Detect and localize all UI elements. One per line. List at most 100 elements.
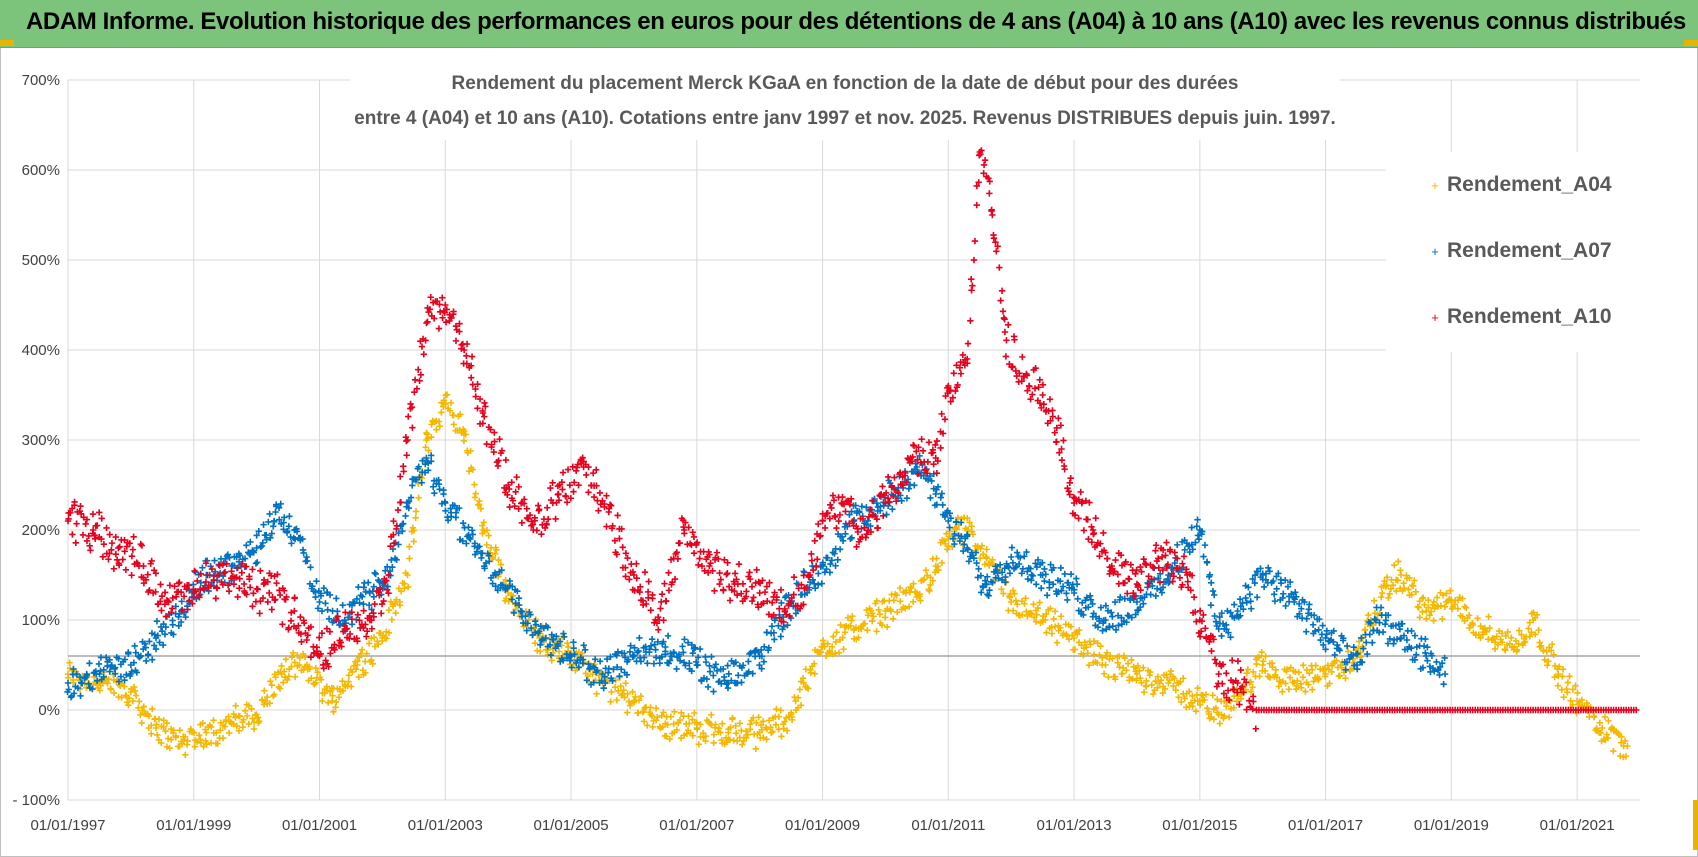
- a10-point: [1125, 575, 1133, 583]
- a10-point: [1039, 391, 1046, 399]
- a04-point: [964, 526, 972, 534]
- a04-point: [176, 727, 184, 734]
- a10-point: [342, 609, 349, 616]
- a07-point: [1236, 596, 1244, 603]
- a04-point: [1518, 631, 1525, 638]
- a04-point: [1528, 629, 1535, 636]
- a04-point: [796, 686, 804, 693]
- a10-point: [1152, 542, 1160, 549]
- a10-point: [1075, 515, 1082, 522]
- a04-point: [1532, 631, 1539, 638]
- a10-point: [766, 579, 773, 586]
- a07-point: [182, 613, 189, 621]
- a10-point: [1174, 565, 1182, 572]
- a04-point: [1216, 720, 1224, 727]
- a10-point: [924, 470, 931, 477]
- a10-point: [1009, 363, 1016, 370]
- a04-point: [1177, 678, 1184, 685]
- a07-point: [76, 673, 84, 681]
- a04-point: [1047, 605, 1054, 612]
- a10-point: [246, 584, 254, 591]
- a07-point: [536, 628, 543, 635]
- a04-point: [1090, 651, 1098, 658]
- a10-point: [128, 553, 136, 560]
- a04-point: [465, 468, 473, 475]
- a10-point: [266, 589, 273, 597]
- a07-point: [673, 665, 680, 673]
- a10-point: [334, 613, 341, 620]
- a07-point: [965, 558, 973, 565]
- a04-point: [832, 638, 839, 646]
- a07-point: [556, 638, 564, 645]
- a04-point: [717, 729, 724, 736]
- a10-point: [1211, 656, 1219, 663]
- a07-point: [1330, 638, 1337, 646]
- a10-point: [185, 582, 193, 589]
- a04-point: [980, 551, 987, 558]
- a10-point: [889, 492, 897, 500]
- a04-point: [271, 691, 278, 698]
- a07-point: [440, 486, 447, 494]
- a04-point: [254, 714, 262, 721]
- a10-point: [106, 550, 113, 557]
- a10-point: [1148, 576, 1155, 583]
- a04-point: [922, 567, 930, 574]
- a10-point: [92, 535, 99, 543]
- a10-point: [929, 446, 937, 454]
- a07-point: [858, 503, 866, 510]
- a10-point: [715, 555, 722, 563]
- a10-point: [148, 557, 155, 565]
- a07-point: [518, 608, 526, 615]
- a07-point: [544, 624, 551, 631]
- a07-point: [1296, 610, 1303, 618]
- a10-point: [283, 593, 290, 601]
- a10-point: [297, 630, 305, 638]
- a04-point: [775, 713, 783, 720]
- a04-point: [768, 729, 775, 737]
- a04-point: [1443, 590, 1450, 597]
- a10-point: [246, 576, 253, 583]
- a07-point: [1189, 546, 1196, 553]
- a10-point: [1133, 566, 1140, 574]
- a07-point: [1090, 610, 1097, 617]
- a07-point: [566, 657, 574, 664]
- a07-point: [106, 656, 113, 664]
- a07-point: [550, 636, 557, 643]
- a10-point: [733, 576, 740, 583]
- a10-point: [1237, 666, 1244, 674]
- a07-point: [609, 677, 616, 684]
- a10-point: [952, 387, 959, 395]
- a04-point: [164, 735, 172, 742]
- a10-point: [327, 650, 334, 657]
- a07-point: [1223, 626, 1230, 633]
- a04-point: [1454, 605, 1461, 612]
- a10-point: [599, 497, 606, 504]
- a10-point: [593, 482, 600, 489]
- a07-point: [316, 598, 323, 606]
- a07-point: [877, 503, 884, 510]
- a04-point: [475, 501, 483, 508]
- a04-point: [1034, 604, 1042, 612]
- a04-point: [927, 581, 934, 589]
- a07-point: [92, 670, 100, 678]
- a10-point: [1228, 657, 1236, 664]
- a10-point: [689, 529, 696, 536]
- a10-point: [1134, 582, 1142, 589]
- a07-point: [1309, 621, 1317, 628]
- a04-point: [125, 695, 133, 702]
- a04-point: [676, 716, 684, 724]
- a04-point: [1244, 666, 1252, 673]
- a10-point: [737, 590, 745, 597]
- a07-point: [704, 683, 712, 691]
- a10-point: [811, 537, 818, 545]
- a10-point: [71, 498, 78, 506]
- a07-point: [260, 521, 267, 528]
- a10-point: [1103, 555, 1111, 562]
- a04-point: [940, 537, 948, 545]
- a07-point: [424, 467, 432, 474]
- a07-point: [527, 624, 535, 632]
- a04-point: [235, 727, 243, 735]
- a04-point: [199, 719, 206, 727]
- a07-point: [889, 505, 896, 513]
- a07-point: [531, 629, 539, 636]
